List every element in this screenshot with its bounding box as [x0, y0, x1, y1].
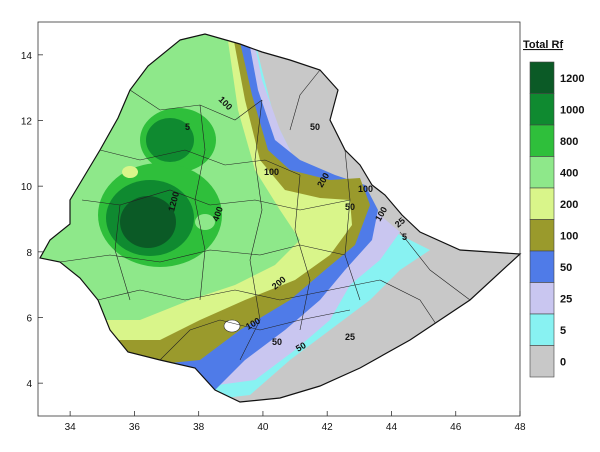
contour-label: 400 — [210, 205, 225, 223]
legend-swatch — [529, 156, 555, 189]
contour-label: 100 — [358, 184, 373, 194]
legend-swatch — [529, 250, 555, 283]
boundary-line — [399, 231, 471, 301]
x-tick-label: 34 — [65, 422, 77, 433]
x-tick-label: 44 — [386, 422, 398, 433]
lake-marker — [223, 319, 241, 333]
boundary-line — [379, 279, 441, 331]
legend-swatch — [529, 282, 555, 315]
legend-swatch — [529, 61, 555, 94]
contour-label: 25 — [393, 215, 407, 229]
legend-label: 1000 — [560, 104, 584, 116]
x-tick-label: 42 — [322, 422, 334, 433]
boundary-line — [289, 69, 321, 131]
legend-swatch — [529, 313, 555, 346]
contour-label: 100 — [264, 167, 279, 177]
zone-1000-north — [146, 118, 194, 162]
zone-200-patch — [122, 166, 138, 178]
x-tick-label: 36 — [129, 422, 141, 433]
x-tick-label: 38 — [193, 422, 205, 433]
legend-label: 400 — [560, 167, 578, 179]
legend-swatch — [529, 219, 555, 252]
rainfall-zones — [40, 34, 520, 402]
boundary-line — [294, 174, 311, 331]
legend-swatch — [529, 187, 555, 220]
contour-label: 50 — [310, 122, 320, 132]
y-tick-label: 6 — [26, 314, 32, 325]
boundary-line — [194, 104, 206, 301]
boundary-line — [99, 149, 301, 176]
legend-swatch — [529, 345, 555, 378]
contour-label: 5 — [185, 122, 190, 132]
y-tick-label: 12 — [21, 117, 33, 128]
boundary-line — [159, 309, 351, 361]
legend-label: 100 — [560, 230, 578, 242]
y-axis: 4 6 8 10 12 14 — [21, 51, 43, 390]
legend-label: 0 — [560, 356, 566, 368]
y-tick-label: 14 — [21, 51, 33, 62]
contour-label: 25 — [345, 332, 355, 342]
legend-label: 800 — [560, 136, 578, 148]
x-tick-label: 40 — [257, 422, 269, 433]
admin-boundaries — [59, 69, 471, 361]
boundary-line — [59, 244, 346, 263]
contour-label: 50 — [272, 337, 282, 347]
country-outline — [39, 33, 522, 403]
legend-label: 50 — [560, 262, 572, 274]
contour-label: 50 — [345, 202, 355, 212]
x-tick-label: 48 — [514, 422, 526, 433]
contour-label: 5 — [402, 232, 407, 242]
y-tick-label: 10 — [21, 182, 33, 193]
legend-swatch — [529, 93, 555, 126]
y-tick-label: 4 — [26, 379, 32, 390]
legend-label: 200 — [560, 199, 578, 211]
legend-label: 1200 — [560, 73, 584, 85]
boundary-line — [239, 99, 263, 361]
contour-label: 50 — [294, 340, 308, 354]
boundary-line — [114, 204, 131, 301]
legend-title: Total Rf — [523, 39, 563, 51]
legend-label: 25 — [560, 293, 572, 305]
x-axis: 34 36 38 40 42 44 46 48 — [65, 411, 526, 433]
legend-label: 5 — [560, 325, 566, 337]
x-tick-label: 46 — [450, 422, 462, 433]
boundary-line — [344, 149, 361, 301]
boundary-line — [97, 279, 381, 301]
legend-swatch — [529, 124, 555, 157]
y-tick-label: 8 — [26, 248, 32, 259]
zone-1200 — [120, 196, 176, 248]
